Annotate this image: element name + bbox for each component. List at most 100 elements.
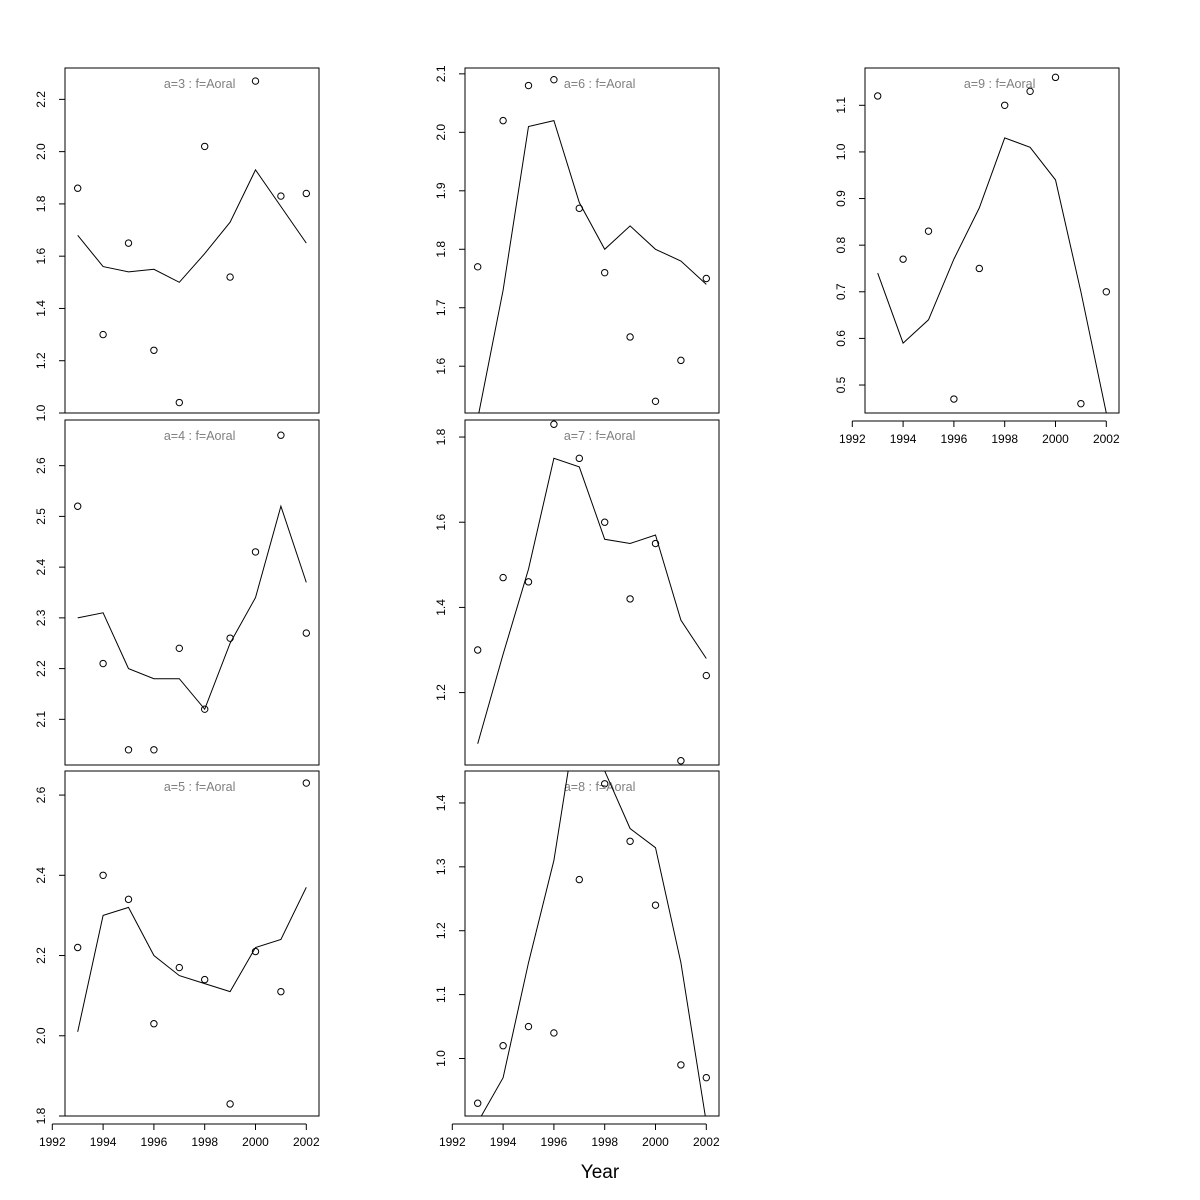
- series-line-fitted: [77, 504, 307, 711]
- data-point: [702, 671, 710, 680]
- data-point: [74, 943, 82, 952]
- data-point: [124, 895, 133, 904]
- y-tick-label: 2.4: [34, 558, 48, 575]
- data-point: [499, 1042, 507, 1050]
- data-point: [277, 987, 285, 996]
- y-tick-label: 0.6: [834, 330, 848, 347]
- data-point: [474, 263, 482, 271]
- series-line-fitted: [877, 137, 1107, 413]
- data-point: [975, 264, 983, 273]
- series-line-fitted: [480, 771, 706, 1116]
- x-tick-label: 2000: [642, 1135, 669, 1149]
- data-point: [601, 518, 609, 526]
- y-tick-label: 1.7: [434, 299, 448, 316]
- data-point: [651, 539, 660, 548]
- data-point: [651, 397, 660, 406]
- data-point: [226, 1100, 234, 1108]
- data-point: [575, 875, 583, 884]
- panel-frame: [864, 67, 1120, 414]
- x-axis-title: Year: [581, 1162, 620, 1183]
- series-line-fitted: [477, 457, 707, 744]
- data-point: [150, 1020, 158, 1028]
- data-point: [899, 255, 907, 263]
- data-point: [251, 947, 260, 956]
- y-tick-label: 0.8: [834, 236, 848, 253]
- x-tick-label: 1998: [991, 432, 1018, 446]
- data-point: [550, 75, 558, 84]
- data-point: [74, 184, 82, 192]
- data-point: [1051, 73, 1060, 82]
- data-point: [1026, 87, 1034, 96]
- data-point: [550, 420, 558, 428]
- data-point: [524, 81, 533, 90]
- panel: a=8 : f=Aoral 1.0 1.1 1.2 1.3 1.4 1992 1994 1996…: [434, 770, 720, 1149]
- y-tick-label: 1.8: [34, 1107, 48, 1124]
- y-tick-label: 1.4: [434, 599, 448, 616]
- y-tick-label: 1.8: [34, 195, 48, 212]
- y-tick-label: 2.1: [34, 711, 48, 728]
- data-point: [175, 644, 184, 653]
- y-tick-label: 2.6: [34, 786, 48, 803]
- data-point: [474, 1099, 482, 1107]
- data-point: [677, 356, 685, 365]
- data-point: [626, 333, 634, 341]
- panel: a=5 : f=Aoral 1.8 2.0 2.2 2.4 2.6 1992 1994 1996…: [34, 770, 320, 1149]
- y-tick-label: 2.1: [434, 65, 448, 82]
- panel: a=6 : f=Aoral 1.6 1.7 1.8 1.9 2.0 2.1: [434, 65, 720, 414]
- panel-title: a=3 : f=Aoral: [164, 77, 236, 91]
- y-tick-label: 1.2: [434, 922, 448, 939]
- data-point: [251, 548, 260, 556]
- panel-frame: [64, 419, 320, 766]
- panel: a=3 : f=Aoral 1.0 1.2 1.4 1.6 1.8 2.0 2.2: [34, 67, 320, 421]
- y-tick-label: 1.6: [434, 358, 448, 375]
- data-point: [175, 398, 184, 407]
- panel-title: a=9 : f=Aoral: [964, 77, 1036, 91]
- x-tick-label: 2000: [1042, 432, 1069, 446]
- y-tick-label: 2.0: [434, 124, 448, 141]
- data-point: [277, 431, 285, 439]
- y-tick-label: 2.2: [34, 660, 48, 677]
- series-line-fitted: [77, 887, 307, 1032]
- data-point: [677, 757, 685, 765]
- x-tick-label: 2002: [293, 1135, 320, 1149]
- x-tick-label: 1992: [439, 1135, 466, 1149]
- data-point: [499, 573, 507, 582]
- y-tick-label: 2.3: [34, 609, 48, 626]
- data-point: [124, 746, 133, 754]
- data-point: [550, 1029, 558, 1037]
- x-tick-label: 1992: [39, 1135, 66, 1149]
- y-tick-label: 2.2: [34, 91, 48, 108]
- y-tick-label: 2.2: [34, 947, 48, 964]
- data-point: [499, 116, 507, 125]
- data-point: [99, 330, 107, 339]
- data-point: [251, 77, 260, 85]
- data-point: [74, 502, 82, 510]
- data-point: [99, 871, 107, 880]
- y-tick-label: 1.4: [434, 794, 448, 811]
- data-point: [524, 578, 533, 586]
- data-point: [626, 595, 634, 603]
- y-tick-label: 2.0: [34, 143, 48, 160]
- panel-frame: [464, 770, 720, 1117]
- y-tick-label: 0.5: [834, 376, 848, 393]
- panel-title: a=7 : f=Aoral: [564, 429, 636, 443]
- y-tick-label: 1.1: [434, 986, 448, 1003]
- data-point: [575, 454, 583, 463]
- panel: a=4 : f=Aoral 2.1 2.2 2.3 2.4 2.5 2.6: [34, 419, 320, 766]
- y-tick-label: 2.4: [34, 867, 48, 884]
- y-tick-label: 1.2: [434, 684, 448, 701]
- data-point: [626, 837, 634, 845]
- data-point: [226, 634, 234, 642]
- panel: a=7 : f=Aoral 1.2 1.4 1.6 1.8: [434, 419, 720, 766]
- data-point: [474, 646, 482, 654]
- data-point: [201, 705, 209, 713]
- y-tick-label: 1.8: [434, 428, 448, 445]
- y-tick-label: 1.6: [34, 248, 48, 265]
- y-tick-label: 1.9: [434, 182, 448, 199]
- y-tick-label: 2.6: [34, 457, 48, 474]
- y-tick-label: 0.7: [834, 283, 848, 300]
- y-tick-label: 1.0: [434, 1050, 448, 1067]
- data-point: [99, 659, 107, 668]
- panel-title: a=6 : f=Aoral: [564, 77, 636, 91]
